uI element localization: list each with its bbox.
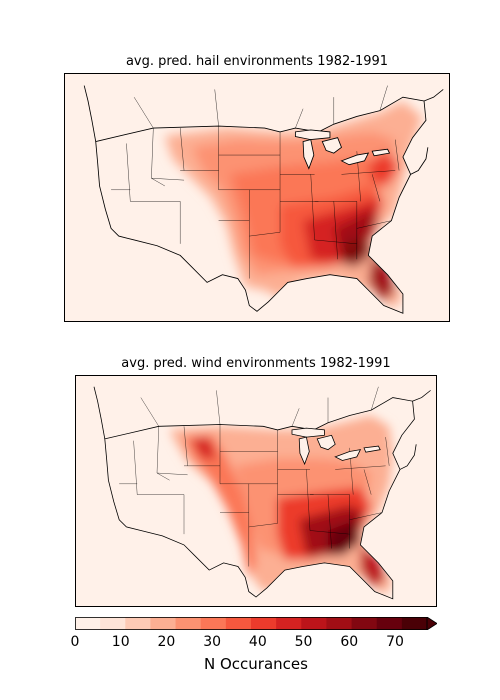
colorbar-swatch bbox=[376, 617, 403, 630]
hail-coastline bbox=[83, 85, 444, 314]
colorbar bbox=[75, 617, 437, 630]
colorbar-swatch bbox=[251, 617, 277, 630]
hail-field bbox=[164, 101, 423, 310]
colorbar-tick-label: 0 bbox=[70, 634, 80, 650]
hail-map-svg bbox=[83, 85, 444, 314]
colorbar-swatch bbox=[276, 617, 302, 630]
colorbar-swatch bbox=[125, 617, 151, 630]
wind-coastline bbox=[93, 386, 431, 600]
colorbar-tick-label: 20 bbox=[157, 634, 176, 650]
colorbar-swatch bbox=[225, 617, 252, 630]
colorbar-swatch bbox=[150, 617, 177, 630]
wind-panel-title: avg. pred. wind environments 1982-1991 bbox=[121, 356, 391, 371]
colorbar-tick-label: 40 bbox=[248, 634, 267, 650]
colorbar-swatch bbox=[326, 617, 353, 630]
hail-map bbox=[64, 73, 450, 322]
colorbar-tick-label: 70 bbox=[386, 634, 404, 650]
wind-map-svg bbox=[93, 386, 431, 600]
hail-state-borders bbox=[111, 85, 400, 279]
colorbar-swatch bbox=[351, 617, 378, 630]
colorbar-tick-label: 30 bbox=[203, 634, 222, 650]
colorbar-tick-label: 60 bbox=[340, 634, 359, 650]
colorbar-swatch bbox=[200, 617, 227, 630]
colorbar-tick-label: 50 bbox=[294, 634, 313, 650]
colorbar-swatch bbox=[175, 617, 202, 630]
wind-field bbox=[169, 415, 393, 596]
colorbar-swatch bbox=[100, 617, 126, 630]
wind-map bbox=[75, 375, 437, 607]
colorbar-swatch bbox=[301, 617, 327, 630]
colorbar-swatch bbox=[401, 617, 428, 630]
hail-panel-title: avg. pred. hail environments 1982-1991 bbox=[125, 54, 389, 69]
colorbar-tick-label: 10 bbox=[111, 634, 130, 650]
wind-state-borders bbox=[119, 386, 390, 567]
colorbar-label: N Occurances bbox=[204, 655, 308, 673]
colorbar-swatch bbox=[75, 617, 101, 630]
